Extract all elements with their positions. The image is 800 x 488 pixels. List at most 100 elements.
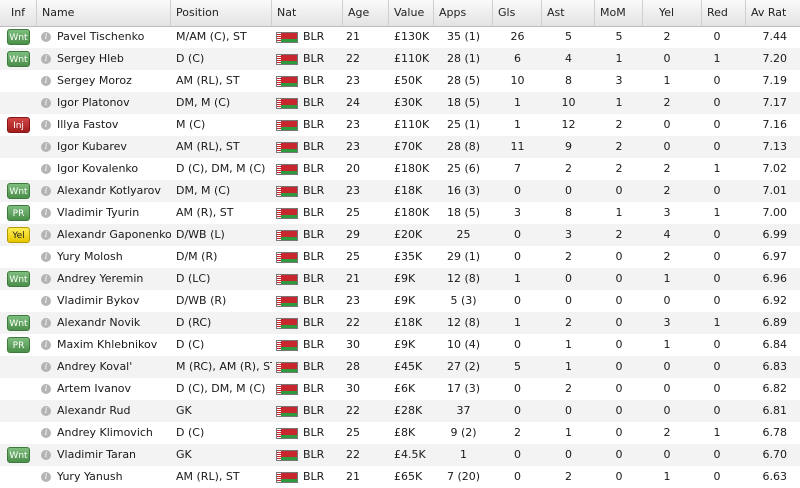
table-row[interactable]: i BLR Andrey Koval' M (RC), AM (R), ST 28 £45…	[0, 356, 800, 378]
cell-name[interactable]: Illya Fastov	[57, 118, 119, 131]
table-row[interactable]: Wnt i BLR Pavel Tischenko M/AM (C), ST 21 £130…	[0, 26, 800, 48]
table-row[interactable]: i BLR Sergey Moroz AM (RL), ST 23 £50K 28 (5) 1…	[0, 70, 800, 92]
status-badge[interactable]: Inj	[7, 117, 30, 133]
status-badge[interactable]: PR	[7, 205, 30, 221]
cell-gls: 0	[514, 404, 521, 417]
col-header-red[interactable]: Red	[702, 0, 746, 26]
status-badge[interactable]: PR	[7, 337, 30, 353]
table-row[interactable]: i BLR Igor Kubarev AM (RL), ST 23 £70K 28 (8) 1…	[0, 136, 800, 158]
cell-name[interactable]: Sergey Hleb	[57, 52, 124, 65]
table-row[interactable]: i BLR Artem Ivanov D (C), DM, M (C) 30 £6K 17 …	[0, 378, 800, 400]
table-row[interactable]: i BLR Igor Kovalenko D (C), DM, M (C) 20 £180…	[0, 158, 800, 180]
table-row[interactable]: Inj i BLR Illya Fastov M (C) 23 £110K 25 (1) 1 12…	[0, 114, 800, 136]
cell-ast: 0	[565, 272, 572, 285]
status-badge[interactable]: Wnt	[7, 183, 30, 199]
info-icon[interactable]: i	[41, 340, 51, 350]
cell-name[interactable]: Artem Ivanov	[57, 382, 132, 395]
info-icon[interactable]: i	[41, 32, 51, 42]
info-icon[interactable]: i	[41, 450, 51, 460]
cell-name[interactable]: Alexandr Novik	[57, 316, 141, 329]
info-icon[interactable]: i	[41, 406, 51, 416]
info-icon[interactable]: i	[41, 318, 51, 328]
info-icon[interactable]: i	[41, 208, 51, 218]
cell-name[interactable]: Igor Platonov	[57, 96, 130, 109]
col-header-position[interactable]: Position	[171, 0, 272, 26]
cell-gls: 0	[514, 294, 521, 307]
col-header-value[interactable]: Value	[389, 0, 434, 26]
cell-name[interactable]: Alexandr Rud	[57, 404, 131, 417]
col-header-yel[interactable]: Yel	[643, 0, 702, 26]
cell-name[interactable]: Vladimir Taran	[57, 448, 137, 461]
info-icon[interactable]: i	[41, 296, 51, 306]
cell-age: 22	[346, 404, 360, 417]
status-badge[interactable]: Wnt	[7, 447, 30, 463]
info-icon[interactable]: i	[41, 274, 51, 284]
cell-name[interactable]: Sergey Moroz	[57, 74, 132, 87]
cell-name[interactable]: Alexandr Kotlyarov	[57, 184, 161, 197]
col-header-inf[interactable]: Inf	[0, 0, 37, 26]
cell-name[interactable]: Igor Kubarev	[57, 140, 127, 153]
table-row[interactable]: i BLR Yury Yanush AM (RL), ST 21 £65K 7 (20) 0 2…	[0, 466, 800, 488]
col-header-mom[interactable]: MoM	[595, 0, 643, 26]
cell-av-rat: 6.81	[762, 404, 788, 417]
info-icon[interactable]: i	[41, 362, 51, 372]
info-icon[interactable]: i	[41, 428, 51, 438]
table-row[interactable]: i BLR Vladimir Bykov D/WB (R) 23 £9K 5 (3) 0 0 0 0…	[0, 290, 800, 312]
cell-name[interactable]: Andrey Klimovich	[57, 426, 153, 439]
status-badge[interactable]: Wnt	[7, 315, 30, 331]
table-row[interactable]: Wnt i BLR Sergey Hleb D (C) 22 £110K 28 (1) 6 4 1 0…	[0, 48, 800, 70]
table-row[interactable]: i BLR Yury Molosh D/M (R) 25 £35K 29 (1) 0 2 0 2 0 6…	[0, 246, 800, 268]
table-row[interactable]: Wnt i BLR Alexandr Novik D (RC) 22 £18K 12 (8) 1…	[0, 312, 800, 334]
col-header-av-rat[interactable]: Av Rat	[751, 6, 787, 19]
info-icon[interactable]: i	[41, 230, 51, 240]
cell-red: 0	[713, 74, 721, 87]
cell-name[interactable]: Vladimir Bykov	[57, 294, 140, 307]
info-icon[interactable]: i	[41, 186, 51, 196]
cell-av-rat: 7.20	[762, 52, 788, 65]
cell-av-rat: 7.00	[762, 206, 788, 219]
cell-name[interactable]: Igor Kovalenko	[57, 162, 139, 175]
col-header-name[interactable]: Name	[37, 0, 171, 26]
cell-red: 0	[713, 250, 721, 263]
status-badge[interactable]: Wnt	[7, 29, 30, 45]
cell-age: 25	[346, 206, 360, 219]
status-badge[interactable]: Wnt	[7, 271, 30, 287]
info-icon[interactable]: i	[41, 54, 51, 64]
table-row[interactable]: i BLR Igor Platonov DM, M (C) 24 £30K 18 (5) 1 1…	[0, 92, 800, 114]
status-badge[interactable]: Wnt	[7, 51, 30, 67]
cell-name[interactable]: Yury Yanush	[57, 470, 123, 483]
col-header-nat[interactable]: Nat	[272, 0, 343, 26]
cell-name[interactable]: Maxim Khlebnikov	[57, 338, 158, 351]
info-icon[interactable]: i	[41, 120, 51, 130]
table-row[interactable]: PR i BLR Maxim Khlebnikov D (C) 30 £9K 10 (4) 0 1…	[0, 334, 800, 356]
cell-name[interactable]: Pavel Tischenko	[57, 30, 145, 43]
status-badge[interactable]: Yel	[7, 227, 30, 243]
col-header-age[interactable]: Age	[343, 0, 389, 26]
info-icon[interactable]: i	[41, 252, 51, 262]
info-icon[interactable]: i	[41, 472, 51, 482]
table-row[interactable]: Wnt i BLR Alexandr Kotlyarov DM, M (C) 23 £18K…	[0, 180, 800, 202]
col-header-apps[interactable]: Apps	[434, 0, 493, 26]
cell-name[interactable]: Andrey Yeremin	[57, 272, 144, 285]
cell-yel: 2	[663, 426, 671, 439]
col-header-gls[interactable]: Gls	[493, 0, 542, 26]
cell-name[interactable]: Vladimir Tyurin	[57, 206, 140, 219]
info-icon[interactable]: i	[41, 384, 51, 394]
info-icon[interactable]: i	[41, 98, 51, 108]
table-row[interactable]: Wnt i BLR Vladimir Taran GK 22 £4.5K 1 0 0 0 0 0 6.70	[0, 444, 800, 466]
table-row[interactable]: i BLR Andrey Klimovich D (C) 25 £8K 9 (2) 2 1 0 2 1…	[0, 422, 800, 444]
table-row[interactable]: Yel i BLR Alexandr Gaponenko D/WB (L) 29 £20K 2…	[0, 224, 800, 246]
info-icon[interactable]: i	[41, 164, 51, 174]
cell-age: 23	[346, 74, 360, 87]
table-row[interactable]: i BLR Alexandr Rud GK 22 £28K 37 0 0 0 0 0 6.81	[0, 400, 800, 422]
info-icon[interactable]: i	[41, 142, 51, 152]
cell-yel: 1	[663, 272, 671, 285]
cell-name[interactable]: Alexandr Gaponenko	[57, 228, 171, 241]
cell-age: 25	[346, 426, 360, 439]
table-row[interactable]: Wnt i BLR Andrey Yeremin D (LC) 21 £9K 12 (8) 1 0…	[0, 268, 800, 290]
cell-name[interactable]: Andrey Koval'	[57, 360, 133, 373]
cell-name[interactable]: Yury Molosh	[57, 250, 123, 263]
info-icon[interactable]: i	[41, 76, 51, 86]
table-row[interactable]: PR i BLR Vladimir Tyurin AM (R), ST 25 £180K 18…	[0, 202, 800, 224]
col-header-ast[interactable]: Ast	[542, 0, 595, 26]
